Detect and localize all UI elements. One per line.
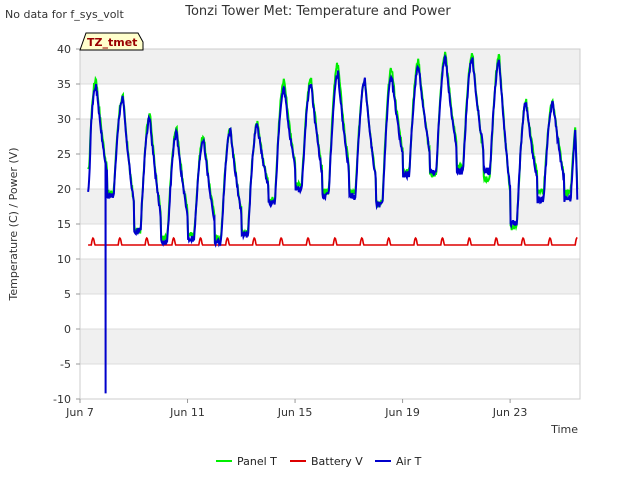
plot-band	[80, 259, 580, 294]
no-data-note: No data for f_sys_volt	[5, 8, 124, 21]
x-tick-label: Jun 23	[492, 406, 528, 419]
y-tick-label: 5	[64, 288, 71, 301]
badge-label: TZ_tmet	[87, 36, 137, 49]
plot-band	[80, 329, 580, 364]
y-axis: -10 -5 0 5 10 15 20 25 30 35 40	[53, 43, 80, 406]
y-tick-label: -10	[53, 393, 71, 406]
badge-shape	[79, 32, 144, 51]
legend-label-air-t: Air T	[396, 455, 422, 468]
y-tick-label: 35	[57, 78, 71, 91]
y-tick-label: 25	[57, 148, 71, 161]
x-tick-label: Jun 19	[384, 406, 420, 419]
station-badge: TZ_tmet	[79, 32, 144, 51]
chart-title: Tonzi Tower Met: Temperature and Power	[184, 4, 451, 19]
y-tick-label: 10	[57, 253, 71, 266]
y-tick-label: 20	[57, 183, 71, 196]
x-tick-label: Jun 15	[277, 406, 313, 419]
x-axis: Jun 7 Jun 11 Jun 15 Jun 19 Jun 23	[65, 399, 527, 419]
y-tick-label: 40	[57, 43, 71, 56]
legend-label-panel-t: Panel T	[237, 455, 277, 468]
y-axis-label: Temperature (C) / Power (V)	[7, 147, 20, 301]
series-air-t	[87, 53, 579, 394]
series-battery-v	[88, 236, 578, 246]
series-group	[87, 51, 579, 394]
y-tick-label: 30	[57, 113, 71, 126]
plot-band	[80, 49, 580, 84]
y-tick-label: 0	[64, 323, 71, 336]
y-tick-label: 15	[57, 218, 71, 231]
x-tick-label: Jun 11	[169, 406, 205, 419]
legend-label-battery-v: Battery V	[311, 455, 363, 468]
x-axis-label: Time	[550, 423, 578, 436]
y-tick-label: -5	[60, 358, 71, 371]
x-tick-label: Jun 7	[65, 406, 94, 419]
legend: Panel T Battery V Air T	[216, 455, 422, 468]
plot-band	[80, 189, 580, 224]
